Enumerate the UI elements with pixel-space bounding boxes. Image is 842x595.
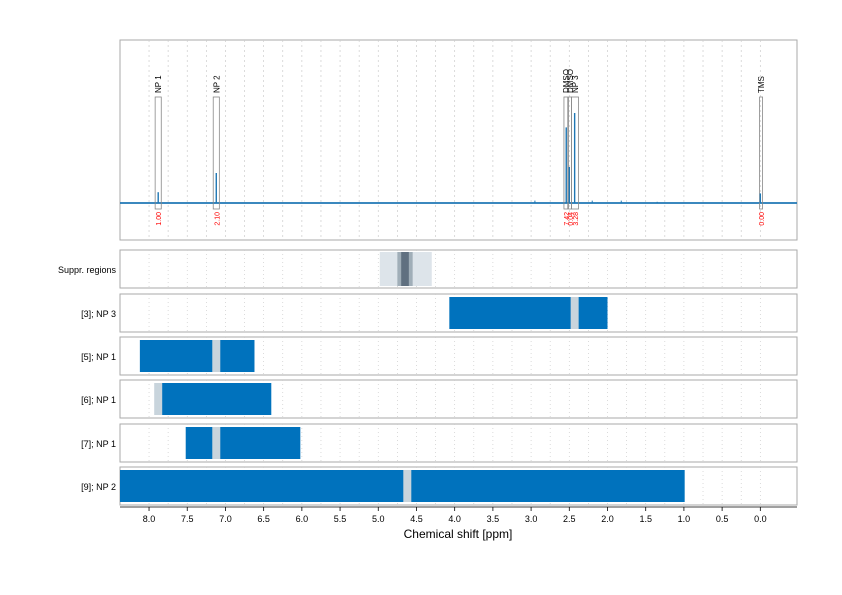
integral-label: 2.10 — [214, 212, 221, 226]
integral-label: 1.00 — [156, 212, 163, 226]
x-axis-label: Chemical shift [ppm] — [404, 527, 513, 541]
x-tick-label: 0.0 — [754, 514, 767, 524]
shift-marker — [403, 470, 412, 502]
x-tick-label: 1.5 — [639, 514, 652, 524]
x-tick-label: 2.5 — [563, 514, 576, 524]
x-tick-label: 8.0 — [143, 514, 156, 524]
integral-label: 0.00 — [759, 212, 766, 226]
range-bar — [139, 340, 255, 372]
row-label: [7]; NP 1 — [81, 439, 116, 449]
signal-label: TMS — [757, 76, 766, 93]
suppression-label: Suppr. regions — [58, 265, 117, 275]
x-tick-label: 1.0 — [678, 514, 691, 524]
row-label: [6]; NP 1 — [81, 395, 116, 405]
x-tick-label: 5.5 — [334, 514, 347, 524]
x-tick-label: 7.5 — [181, 514, 194, 524]
spectrum-frame — [119, 39, 798, 241]
suppression-frame — [119, 249, 798, 289]
assignment-box — [154, 96, 162, 210]
x-tick-label: 6.0 — [296, 514, 309, 524]
x-tick-label: 5.0 — [372, 514, 385, 524]
spectrum-panel: NP 1 1.00 NP 2 2.10 DMSO 7.42 DMSO 0.04 NP 3 3.28… — [119, 39, 798, 241]
x-tick-label: 3.0 — [525, 514, 538, 524]
integral-label: 3.28 — [573, 212, 580, 226]
integral-label: 7.42 — [564, 212, 571, 226]
signal-label: NP 2 — [212, 75, 221, 93]
x-tick-label: 0.5 — [716, 514, 729, 524]
assignment-box — [759, 96, 763, 210]
row-frame — [119, 379, 798, 419]
assignment-box — [563, 96, 569, 210]
range-bar — [155, 383, 272, 415]
assignment-box — [212, 96, 220, 210]
assignment-box — [571, 96, 579, 210]
signal-label: DMSO — [566, 69, 575, 93]
shift-marker — [570, 297, 579, 329]
row-frame — [119, 293, 798, 333]
x-tick-label: 4.5 — [410, 514, 423, 524]
signal-label: DMSO — [562, 69, 571, 93]
range-bar — [185, 427, 301, 459]
x-tick-label: 3.5 — [487, 514, 500, 524]
row-frame — [119, 336, 798, 376]
signal-label: NP 3 — [571, 75, 580, 93]
row-label: [3]; NP 3 — [81, 309, 116, 319]
row-frame — [119, 423, 798, 463]
suppression-band — [401, 252, 409, 286]
x-tick-label: 6.5 — [257, 514, 270, 524]
integral-label: 0.04 — [568, 212, 575, 226]
range-bar — [120, 470, 685, 502]
row-label: [9]; NP 2 — [81, 482, 116, 492]
x-tick-label: 4.0 — [448, 514, 461, 524]
x-tick-label: 7.0 — [219, 514, 232, 524]
signal-label: NP 1 — [154, 75, 163, 93]
x-tick-label: 2.0 — [601, 514, 614, 524]
shift-marker — [154, 383, 163, 415]
row-label: [5]; NP 1 — [81, 352, 116, 362]
assignment-rows-panel: [3]; NP 3 [5]; NP 1 [6]; NP 1 [7]; NP 1 [9];… — [81, 293, 798, 506]
shift-marker — [212, 427, 221, 459]
range-bar — [449, 297, 608, 329]
shift-marker — [212, 340, 221, 372]
x-axis: 8.0 7.5 7.0 6.5 6.0 5.5 5.0 4.5 4.0 3.5 3.0 2.5 2.0 1… — [120, 506, 797, 524]
suppression-panel: Suppr. regions — [58, 249, 798, 289]
